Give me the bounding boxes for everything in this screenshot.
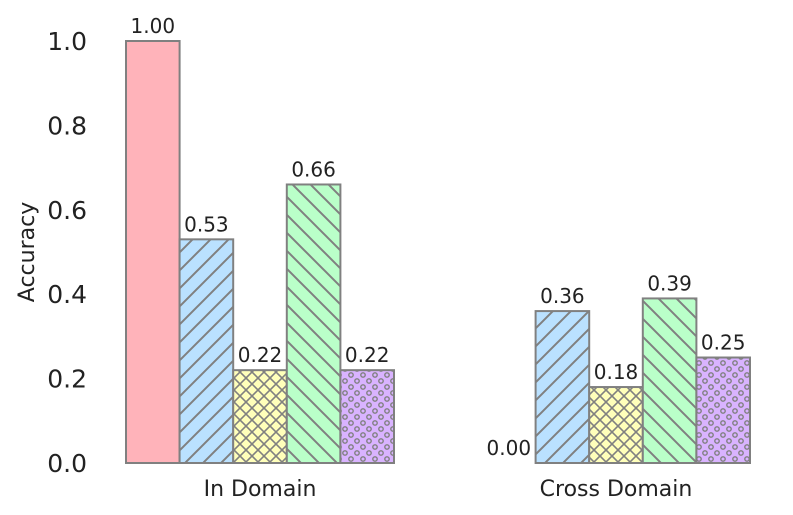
- y-tick-label: 0.4: [47, 280, 87, 309]
- y-axis-ticks: 0.0 0.2 0.4 0.6 0.8 1.0: [47, 27, 87, 478]
- bar-value-label: 1.00: [131, 14, 176, 38]
- bar-value-label: 0.18: [594, 360, 639, 384]
- bar-value-label: 0.53: [184, 212, 229, 236]
- category-label: Cross Domain: [540, 477, 693, 502]
- bar-value-label: 0.36: [540, 284, 585, 308]
- bar: [588, 386, 644, 465]
- bar-value-label: 0.39: [647, 271, 692, 295]
- bar: [125, 40, 181, 464]
- y-tick-label: 0.8: [47, 111, 87, 140]
- bar-value-label: 0.00: [487, 436, 532, 460]
- bar-value-label: 0.25: [701, 331, 746, 355]
- category-labels-group: In Domain Cross Domain: [204, 477, 693, 502]
- bars-group: [125, 40, 752, 465]
- bar-value-label: 0.22: [345, 343, 390, 367]
- y-axis-label: Accuracy: [15, 202, 40, 302]
- y-tick-label: 0.0: [47, 449, 87, 478]
- bar-value-label: 0.66: [291, 157, 336, 181]
- bar: [232, 369, 288, 464]
- category-label: In Domain: [204, 477, 317, 502]
- data-labels-group: 1.00 0.53 0.22 0.66 0.22 0.00 0.36 0.18 0.39 0.25: [131, 14, 746, 460]
- bar: [178, 238, 235, 464]
- bar: [339, 369, 395, 464]
- bar: [534, 310, 591, 464]
- bar-value-label: 0.22: [238, 343, 283, 367]
- y-tick-label: 0.6: [47, 196, 87, 225]
- y-tick-label: 1.0: [47, 27, 87, 56]
- bar: [641, 297, 698, 465]
- y-tick-label: 0.2: [47, 365, 87, 394]
- bar: [285, 183, 342, 464]
- bar: [695, 356, 752, 464]
